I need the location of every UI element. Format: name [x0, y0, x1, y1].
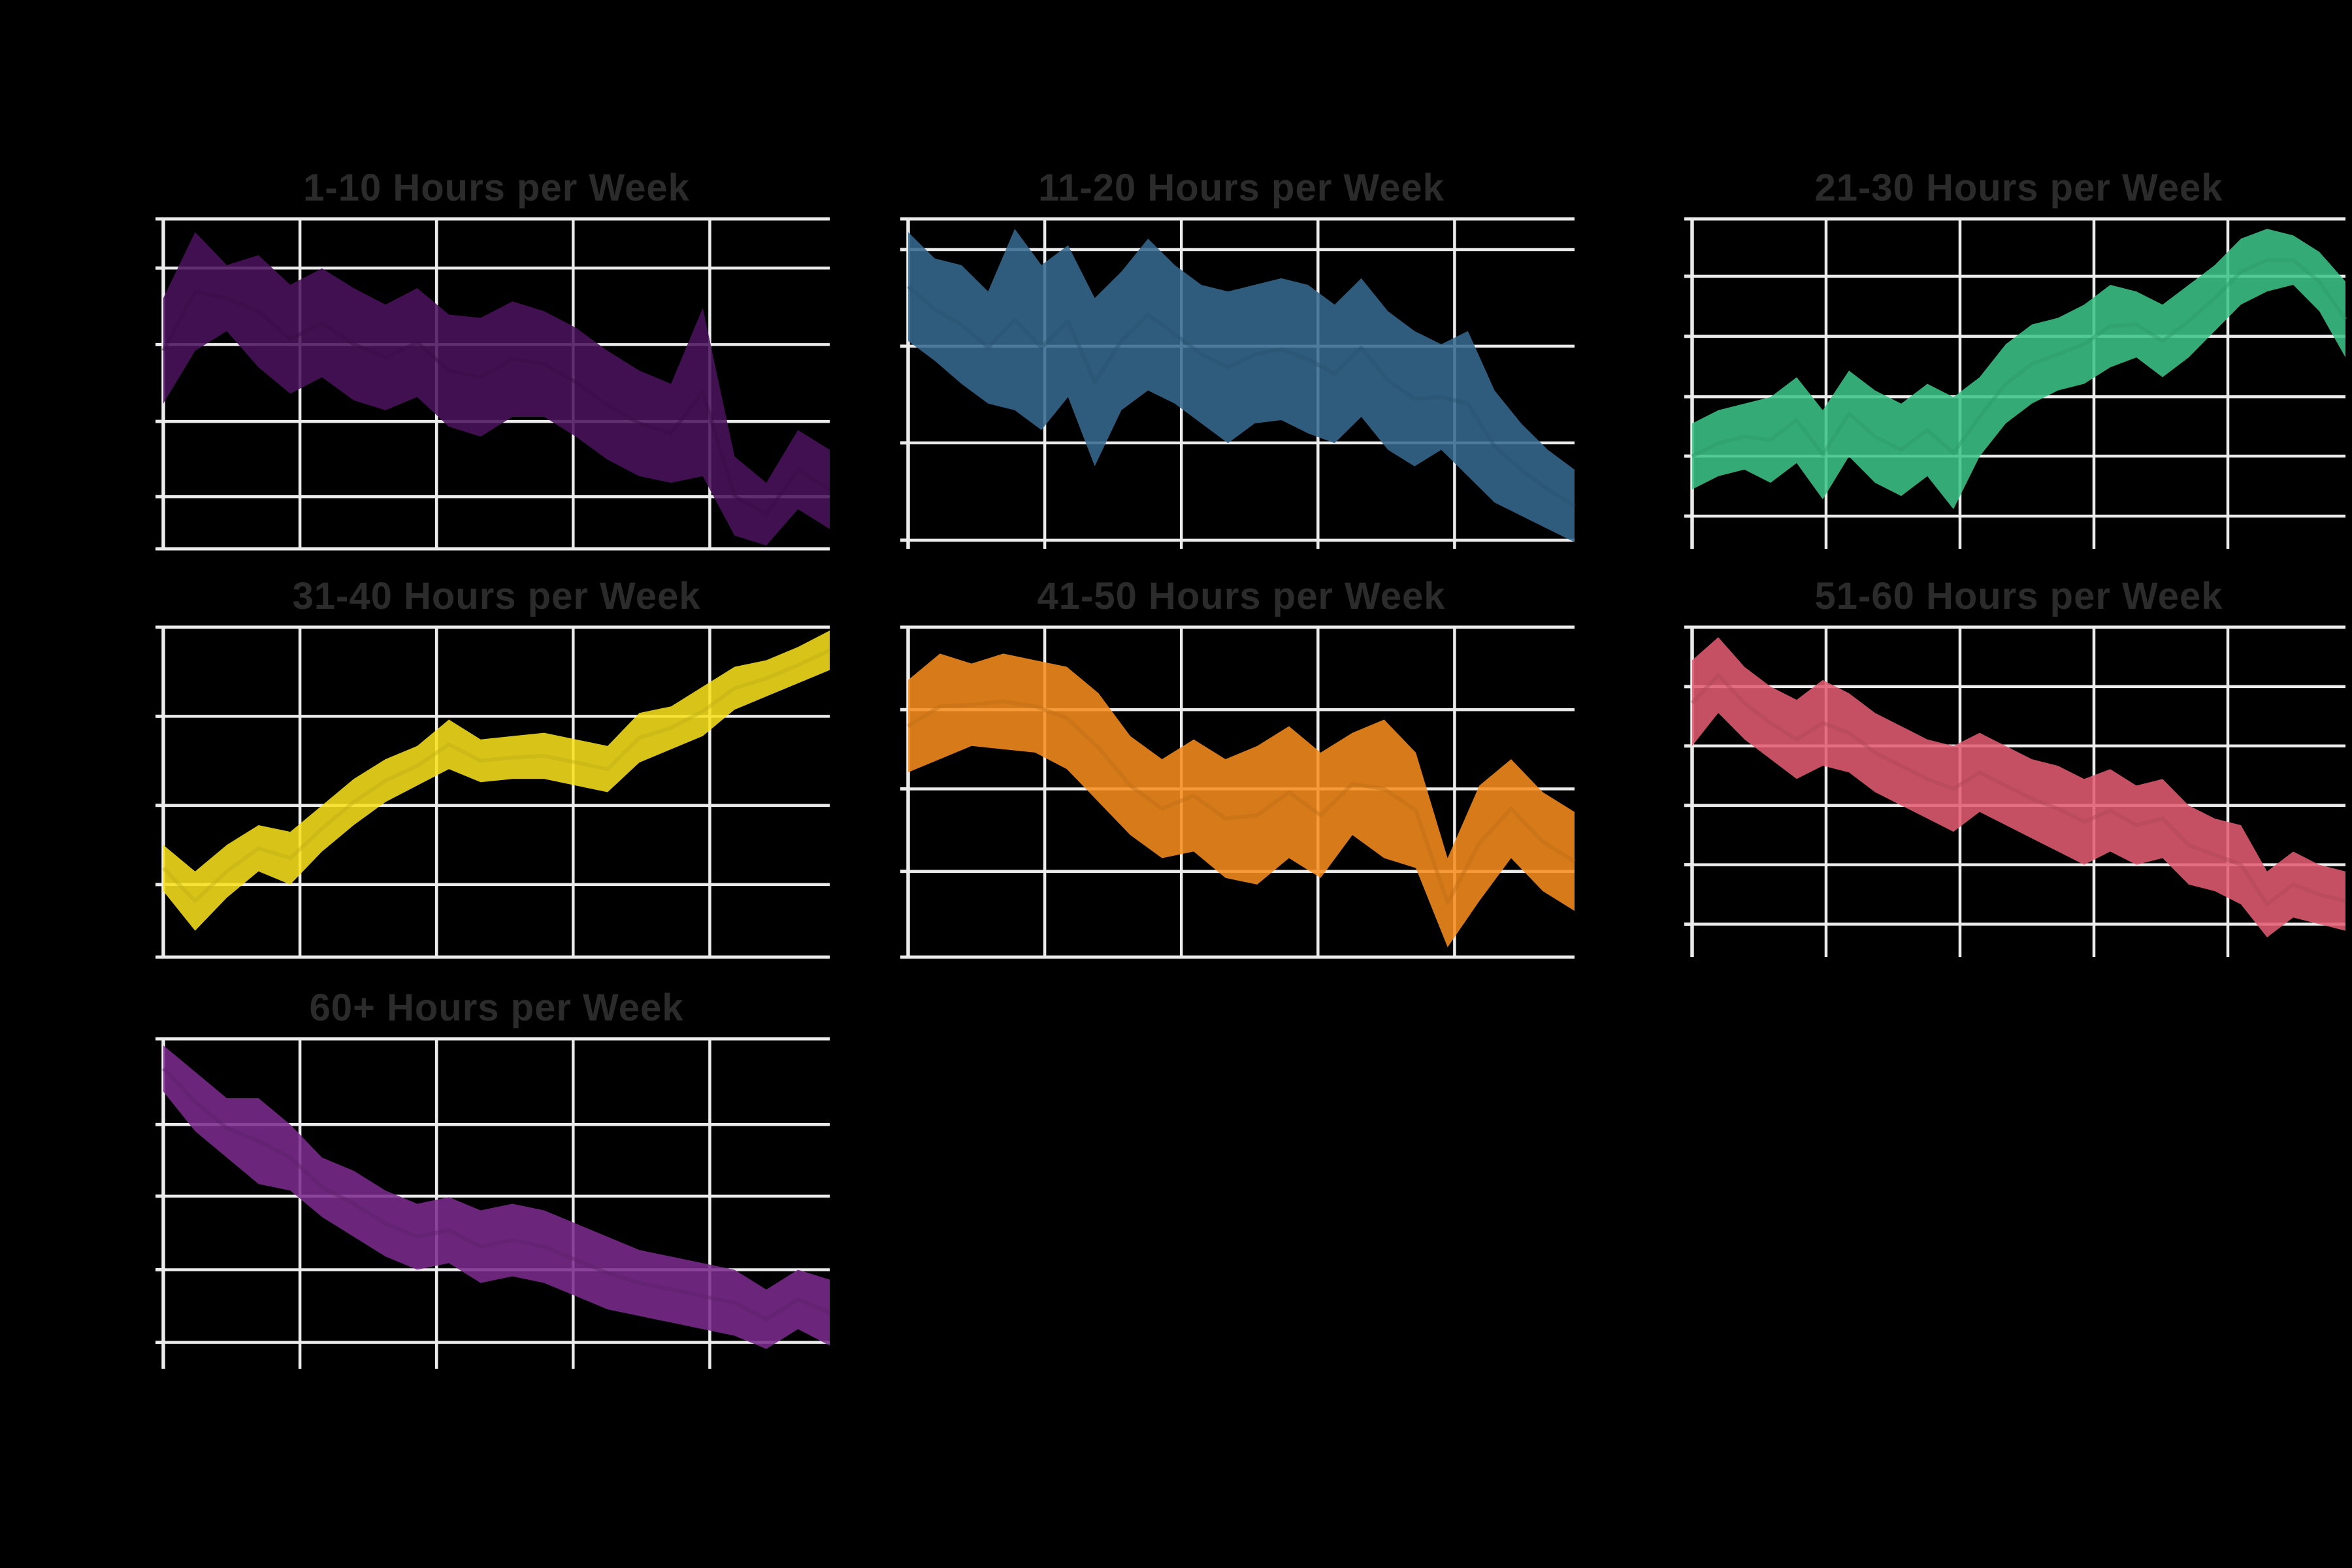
- facet-panel-canvas: [1684, 217, 2347, 549]
- facet-panel-canvas: [900, 625, 1576, 959]
- facet-title: 41-50 Hours per Week: [1037, 575, 1446, 617]
- facet-21-30-hours: 21-30 Hours per Week: [1684, 167, 2347, 549]
- facet-title: 1-10 Hours per Week: [303, 167, 690, 209]
- median-line: [907, 285, 1576, 508]
- median-line: [161, 1067, 831, 1322]
- ribbon-band: [908, 229, 1575, 542]
- facet-panel-canvas: [900, 217, 1576, 549]
- facet-title: 60+ Hours per Week: [309, 987, 684, 1029]
- median-line: [907, 699, 1576, 905]
- facet-11-20-hours: 11-20 Hours per Week: [900, 167, 1576, 549]
- facet-panel-canvas: [155, 217, 831, 551]
- facet-title: 51-60 Hours per Week: [1814, 575, 2223, 617]
- facet-60-plus-hours: 60+ Hours per Week: [155, 987, 831, 1369]
- facet-title: 11-20 Hours per Week: [1038, 167, 1445, 209]
- facet-51-60-hours: 51-60 Hours per Week: [1684, 575, 2346, 957]
- facet-panel-canvas: [155, 625, 831, 959]
- ribbon-band: [1692, 229, 2345, 510]
- ribbon-band: [908, 653, 1575, 947]
- median-line: [1690, 673, 2346, 907]
- facet-panel-canvas: [155, 1037, 831, 1369]
- facet-title: 31-40 Hours per Week: [292, 575, 701, 617]
- facet-31-40-hours: 31-40 Hours per Week: [155, 575, 831, 959]
- median-line: [1691, 258, 2347, 459]
- ribbon-band: [163, 1045, 830, 1349]
- facet-1-10-hours: 1-10 Hours per Week: [155, 167, 831, 551]
- facet-title: 21-30 Hours per Week: [1814, 167, 2223, 209]
- median-line: [161, 289, 831, 516]
- facet-panel-canvas: [1684, 625, 2346, 957]
- ribbon-band: [163, 232, 830, 546]
- median-line: [161, 648, 831, 904]
- facet-41-50-hours: 41-50 Hours per Week: [900, 575, 1576, 959]
- ribbon-band: [1692, 637, 2345, 938]
